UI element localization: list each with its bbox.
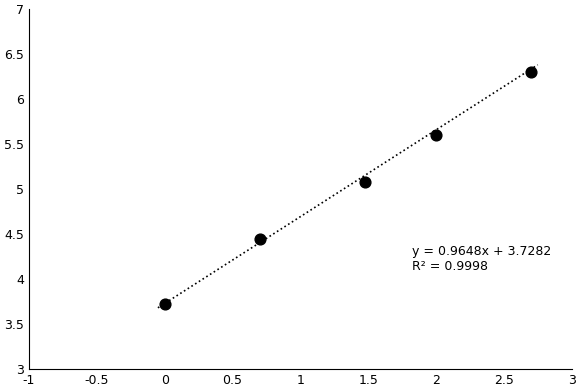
Point [160,301,169,307]
Point [431,132,441,138]
Point [526,69,535,75]
Point [360,179,370,185]
Text: y = 0.9648x + 3.7282
R² = 0.9998: y = 0.9648x + 3.7282 R² = 0.9998 [411,245,551,273]
Point [255,236,264,242]
